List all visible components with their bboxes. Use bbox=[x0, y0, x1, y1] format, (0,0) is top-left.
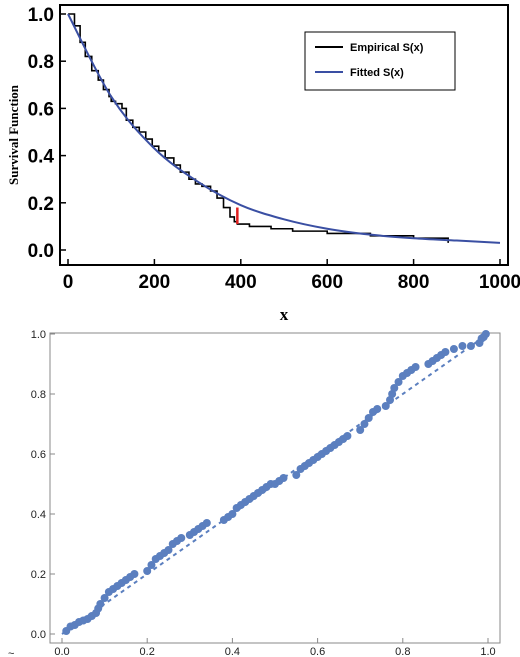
survival-y-tick-label: 0.0 bbox=[28, 241, 54, 262]
pp-y-tick-label: 0.8 bbox=[31, 389, 46, 401]
survival-y-tick-label: 0.2 bbox=[28, 194, 54, 215]
pp-point bbox=[386, 396, 395, 404]
pp-point bbox=[177, 534, 186, 542]
pp-point bbox=[381, 402, 390, 410]
survival-y-tick-label: 0.6 bbox=[28, 99, 54, 120]
legend-label-empirical: Empirical S(x) bbox=[350, 42, 424, 54]
pp-point bbox=[360, 420, 369, 428]
pp-point bbox=[481, 330, 490, 338]
pp-plot-frame bbox=[49, 332, 501, 644]
pp-point bbox=[411, 363, 420, 371]
survival-x-axis-label: x bbox=[280, 305, 289, 324]
pp-x-tick-label: 0.8 bbox=[395, 646, 410, 657]
pp-y-tick-label: 1.0 bbox=[31, 329, 46, 341]
survival-x-tick-label: 600 bbox=[311, 272, 343, 293]
pp-point bbox=[458, 342, 467, 350]
survival-x-tick-label: 0 bbox=[63, 272, 74, 293]
pp-y-tick-label: 0.0 bbox=[31, 629, 46, 641]
pp-point bbox=[364, 414, 373, 422]
empirical-survival-line bbox=[68, 13, 449, 243]
pp-point bbox=[130, 570, 139, 578]
footer-glyph: ~ bbox=[8, 648, 14, 657]
pp-point bbox=[466, 342, 475, 350]
pp-point bbox=[441, 348, 450, 356]
pp-x-axis: 0.0 0.2 0.4 0.6 0.8 1.0 bbox=[54, 638, 496, 657]
survival-x-tick-label: 200 bbox=[139, 272, 171, 293]
pp-y-tick-label: 0.6 bbox=[31, 449, 46, 461]
survival-y-tick-label: 0.8 bbox=[28, 52, 54, 73]
legend-box bbox=[304, 31, 456, 91]
pp-point bbox=[228, 510, 237, 518]
survival-chart: 0.0 0.2 0.4 0.6 0.8 1.0 0 200 400 600 800 1000 Emp… bbox=[6, 4, 520, 324]
pp-point bbox=[96, 600, 105, 608]
pp-point bbox=[388, 390, 397, 398]
survival-x-axis: 0 200 400 600 800 1000 bbox=[63, 259, 520, 293]
pp-x-tick-label: 0.4 bbox=[225, 646, 240, 657]
pp-point bbox=[202, 519, 211, 527]
pp-point bbox=[279, 474, 288, 482]
pp-point bbox=[343, 432, 352, 440]
pp-plot: 0.0 0.2 0.4 0.6 0.8 1.0 0.0 0.2 0.4 0.6 0.8 1.0 bbox=[31, 329, 501, 657]
pp-point bbox=[147, 561, 156, 569]
survival-y-axis: 0.0 0.2 0.4 0.6 0.8 1.0 bbox=[28, 5, 66, 262]
survival-series bbox=[67, 13, 501, 244]
pp-point bbox=[143, 567, 152, 575]
pp-x-tick-label: 1.0 bbox=[480, 646, 495, 657]
pp-y-tick-label: 0.2 bbox=[31, 569, 46, 581]
survival-chart-frame bbox=[59, 4, 509, 266]
pp-point bbox=[449, 345, 458, 353]
survival-x-tick-label: 400 bbox=[225, 272, 257, 293]
legend-label-fitted: Fitted S(x) bbox=[350, 67, 404, 79]
fitted-survival-line bbox=[67, 13, 501, 244]
reference-line bbox=[61, 333, 489, 635]
survival-x-tick-label: 800 bbox=[398, 272, 430, 293]
survival-x-tick-label: 1000 bbox=[479, 272, 520, 293]
pp-point bbox=[292, 471, 301, 479]
pp-point bbox=[373, 405, 382, 413]
pp-point bbox=[390, 384, 399, 392]
pp-x-tick-label: 0.0 bbox=[54, 646, 69, 657]
pp-point bbox=[100, 594, 109, 602]
survival-legend: Empirical S(x) Fitted S(x) bbox=[304, 31, 456, 91]
survival-y-axis-label: Survival Function bbox=[6, 84, 21, 185]
pp-y-tick-label: 0.4 bbox=[31, 509, 46, 521]
pp-y-axis: 0.0 0.2 0.4 0.6 0.8 1.0 bbox=[31, 329, 55, 641]
survival-y-tick-label: 1.0 bbox=[28, 5, 54, 26]
pp-x-tick-label: 0.6 bbox=[310, 646, 325, 657]
pp-point bbox=[356, 426, 365, 434]
pp-points bbox=[62, 330, 490, 635]
survival-y-tick-label: 0.4 bbox=[28, 147, 55, 168]
pp-point bbox=[164, 546, 173, 554]
pp-point bbox=[394, 378, 403, 386]
pp-x-tick-label: 0.2 bbox=[140, 646, 155, 657]
